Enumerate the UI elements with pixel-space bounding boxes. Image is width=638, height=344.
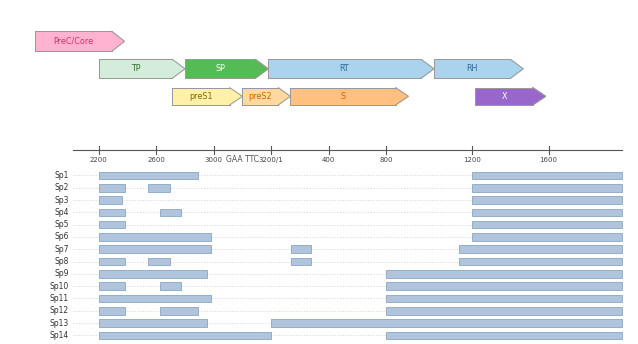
Text: Sp1: Sp1: [54, 171, 69, 180]
Text: RH: RH: [466, 64, 478, 73]
Bar: [271, 319, 622, 327]
Polygon shape: [255, 59, 268, 78]
Text: Sp12: Sp12: [50, 306, 69, 315]
Bar: [472, 196, 622, 204]
Bar: [472, 184, 622, 192]
Bar: [386, 270, 622, 278]
Bar: [386, 307, 622, 314]
Polygon shape: [533, 88, 545, 105]
Bar: [268, 59, 421, 78]
Text: PreC/Core: PreC/Core: [54, 37, 93, 46]
Bar: [99, 172, 198, 179]
Bar: [472, 221, 622, 228]
Text: preS1: preS1: [189, 92, 212, 101]
Text: GAA TTC: GAA TTC: [226, 155, 259, 164]
Bar: [99, 332, 271, 339]
Text: Sp10: Sp10: [50, 282, 69, 291]
Text: Sp9: Sp9: [54, 269, 69, 278]
Bar: [242, 88, 278, 105]
Bar: [99, 246, 211, 253]
Bar: [99, 196, 122, 204]
Text: Sp7: Sp7: [54, 245, 69, 254]
Bar: [160, 208, 181, 216]
Text: Sp13: Sp13: [50, 319, 69, 327]
Bar: [291, 258, 311, 265]
Bar: [35, 31, 112, 51]
Bar: [160, 307, 198, 314]
Bar: [459, 258, 622, 265]
Bar: [459, 246, 622, 253]
Bar: [148, 258, 170, 265]
Bar: [99, 233, 211, 241]
Bar: [99, 270, 207, 278]
Text: Sp6: Sp6: [54, 233, 69, 241]
Text: 2600: 2600: [147, 157, 165, 163]
Polygon shape: [421, 59, 434, 78]
Text: SP: SP: [215, 64, 225, 73]
Bar: [475, 88, 533, 105]
Bar: [386, 295, 622, 302]
Text: preS2: preS2: [249, 92, 272, 101]
Text: S: S: [340, 92, 346, 101]
Bar: [185, 59, 255, 78]
Text: 3200/1: 3200/1: [259, 157, 283, 163]
Bar: [472, 208, 622, 216]
Polygon shape: [278, 88, 290, 105]
Bar: [148, 184, 170, 192]
Bar: [386, 332, 622, 339]
Polygon shape: [510, 59, 523, 78]
Bar: [99, 221, 125, 228]
Bar: [99, 295, 211, 302]
Bar: [291, 246, 311, 253]
Text: 1200: 1200: [463, 157, 481, 163]
Bar: [386, 282, 622, 290]
Text: 800: 800: [379, 157, 393, 163]
Text: Sp8: Sp8: [54, 257, 69, 266]
Bar: [99, 258, 125, 265]
Bar: [99, 184, 125, 192]
Text: Sp3: Sp3: [54, 195, 69, 205]
Bar: [99, 282, 125, 290]
Bar: [472, 172, 622, 179]
Bar: [290, 88, 396, 105]
Polygon shape: [396, 88, 408, 105]
Bar: [99, 208, 125, 216]
Bar: [472, 233, 622, 241]
Bar: [99, 307, 125, 314]
Bar: [172, 88, 230, 105]
Text: Sp2: Sp2: [54, 183, 69, 192]
Text: 400: 400: [322, 157, 335, 163]
Bar: [434, 59, 510, 78]
Text: 3000: 3000: [205, 157, 223, 163]
Text: RT: RT: [339, 64, 350, 73]
Text: Sp4: Sp4: [54, 208, 69, 217]
Text: Sp11: Sp11: [50, 294, 69, 303]
Polygon shape: [112, 31, 124, 51]
Text: 2200: 2200: [90, 157, 108, 163]
Bar: [99, 59, 172, 78]
Bar: [160, 282, 181, 290]
Text: 1600: 1600: [540, 157, 558, 163]
Text: X: X: [501, 92, 507, 101]
Text: Sp5: Sp5: [54, 220, 69, 229]
Bar: [99, 319, 207, 327]
Text: Sp14: Sp14: [50, 331, 69, 340]
Text: TP: TP: [131, 64, 140, 73]
Polygon shape: [230, 88, 242, 105]
Polygon shape: [172, 59, 185, 78]
